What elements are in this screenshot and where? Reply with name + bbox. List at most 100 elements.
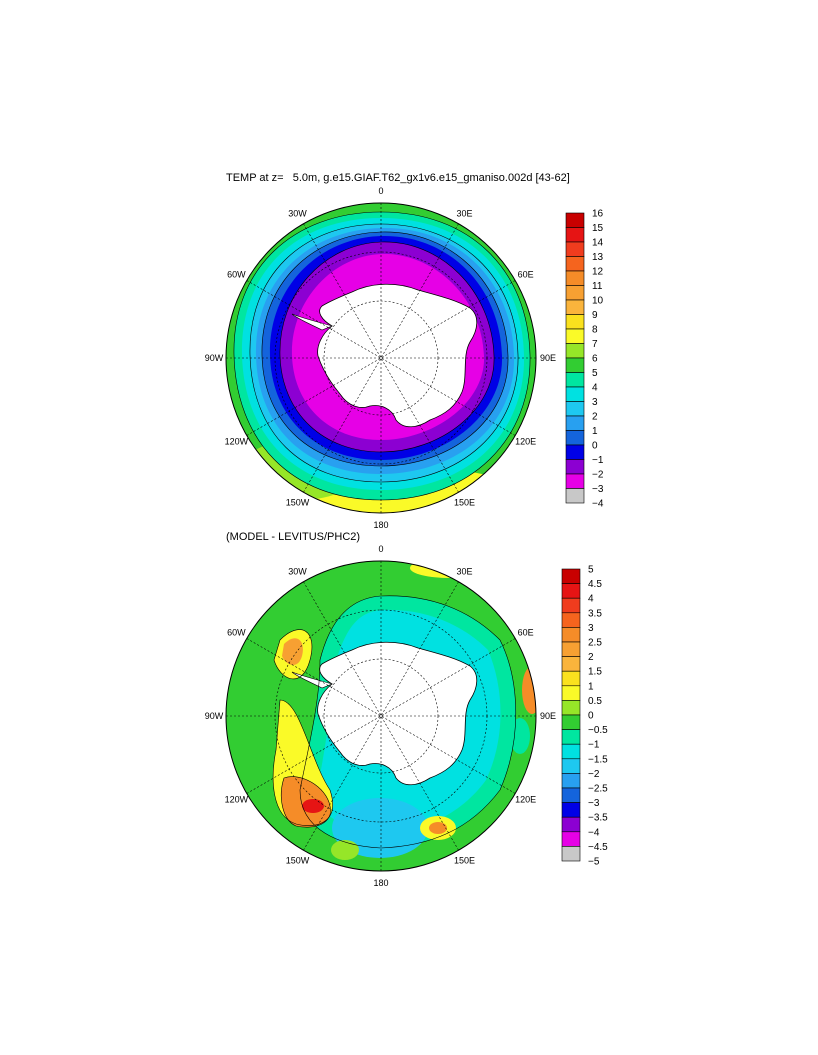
colorbar-label: −1.5 (588, 754, 608, 765)
colorbar-label: −3.5 (588, 813, 608, 824)
colorbar-label: 3 (592, 397, 598, 408)
colorbar-swatch (561, 816, 581, 833)
colorbar-label: −4 (588, 827, 600, 838)
colorbar-label: −1 (592, 455, 604, 466)
colorbar-swatch (565, 386, 585, 402)
colorbar-swatch (561, 743, 581, 760)
colorbar-label: 15 (592, 223, 604, 234)
colorbar-label: 1.5 (588, 667, 602, 678)
colorbar-label: −4 (592, 499, 604, 510)
colorbar-label: 6 (592, 354, 598, 365)
colorbar-swatch (561, 627, 581, 643)
longitude-label: 150E (454, 856, 475, 866)
colorbar-swatch (565, 328, 585, 344)
longitude-label: 90E (540, 711, 556, 721)
colorbar-swatch (565, 357, 585, 373)
colorbar-swatch (565, 488, 585, 504)
colorbar-label: 16 (592, 209, 604, 220)
longitude-label: 0 (378, 186, 383, 196)
colorbar-swatch (561, 787, 581, 803)
colorbar-label: 1 (592, 426, 598, 437)
colorbar-label: −2 (592, 470, 604, 481)
colorbar-swatch (561, 714, 581, 730)
temperature-map-title: TEMP at z= 5.0m, g.e15.GIAF.T62_gx1v6.e1… (226, 172, 570, 184)
colorbar-swatch (561, 670, 581, 687)
longitude-label: 120E (515, 437, 536, 447)
colorbar-swatch (565, 285, 585, 301)
colorbar-label: 11 (592, 281, 603, 292)
colorbar-swatch (565, 430, 585, 446)
longitude-label: 120W (225, 795, 249, 805)
longitude-label: 180 (373, 520, 388, 530)
colorbar-label: 12 (592, 267, 604, 278)
colorbar-label: 14 (592, 238, 604, 249)
longitude-label: 120E (515, 795, 536, 805)
colorbar-label: 3.5 (588, 608, 602, 619)
longitude-label: 120W (225, 437, 249, 447)
colorbar-label: −4.5 (588, 842, 608, 853)
colorbar-swatch (565, 343, 585, 359)
colorbar-label: −0.5 (588, 725, 608, 736)
colorbar-label: −5 (588, 857, 600, 868)
colorbar-label: −3 (592, 484, 604, 495)
longitude-label: 60W (227, 628, 246, 638)
colorbar-label: 10 (592, 296, 604, 307)
colorbar-swatch (561, 568, 581, 584)
colorbar-label: −2.5 (588, 784, 608, 795)
longitude-label: 60W (227, 270, 246, 280)
colorbar-swatch (565, 473, 585, 489)
colorbar-label: 5 (588, 565, 594, 576)
longitude-label: 30W (288, 566, 307, 576)
colorbar-label: −3 (588, 798, 600, 809)
colorbar-label: 4 (588, 594, 594, 605)
colorbar-label: 7 (592, 339, 598, 350)
colorbar-label: 4.5 (588, 579, 602, 590)
colorbar-swatch (565, 299, 585, 315)
colorbar-swatch (561, 700, 581, 716)
colorbar-swatch (565, 372, 585, 388)
colorbar-label: 8 (592, 325, 598, 336)
difference-colorbar: 5 4.5 4 3.5 3 2.5 2 1.5 1 0.5 0 −0.5 −1 −1.5 −2 −2.5 −3 −… (561, 565, 608, 868)
difference-map: 0 30E 60E 90E 120E 150E 180 150W 120W 90W 60W 30W (205, 544, 556, 888)
colorbar-swatch (561, 729, 581, 745)
longitude-label: 90E (540, 353, 556, 363)
longitude-label: 30W (288, 208, 307, 218)
colorbar-label: 13 (592, 252, 604, 263)
longitude-label: 60E (518, 628, 534, 638)
colorbar-label: 0.5 (588, 696, 602, 707)
colorbar-label: 5 (592, 368, 598, 379)
colorbar-swatch (561, 802, 581, 818)
colorbar-swatch (561, 831, 581, 847)
colorbar-label: 4 (592, 383, 598, 394)
colorbar-swatch (561, 846, 581, 862)
colorbar-label: 2.5 (588, 638, 602, 649)
longitude-label: 90W (205, 353, 224, 363)
colorbar-label: −1 (588, 740, 600, 751)
colorbar-swatch (565, 401, 585, 417)
colorbar-swatch (565, 270, 585, 286)
longitude-label: 60E (518, 270, 534, 280)
difference-map-title: (MODEL - LEVITUS/PHC2) (226, 531, 361, 543)
colorbar-swatch (561, 656, 581, 672)
longitude-label: 0 (378, 544, 383, 554)
longitude-label: 150E (454, 498, 475, 508)
colorbar-swatch (565, 241, 585, 257)
colorbar-label: −2 (588, 769, 600, 780)
colorbar-label: 9 (592, 310, 598, 321)
colorbar-label: 0 (592, 441, 598, 452)
longitude-label: 30E (456, 208, 472, 218)
longitude-label: 150W (286, 856, 310, 866)
colorbar-swatch (561, 685, 581, 701)
longitude-label: 30E (456, 566, 472, 576)
colorbar-swatch (561, 612, 581, 628)
colorbar-label: 2 (592, 412, 598, 423)
colorbar-label: 2 (588, 652, 594, 663)
colorbar-swatch (561, 641, 581, 657)
colorbar-swatch (565, 444, 585, 460)
colorbar-swatch (561, 597, 581, 614)
temperature-map: 0 30E 60E 90E 120E 150E 180 150W 120W 90W 60W 30W (205, 186, 556, 530)
colorbar-swatch (561, 758, 581, 774)
colorbar-swatch (561, 773, 581, 789)
colorbar-label: 0 (588, 711, 594, 722)
